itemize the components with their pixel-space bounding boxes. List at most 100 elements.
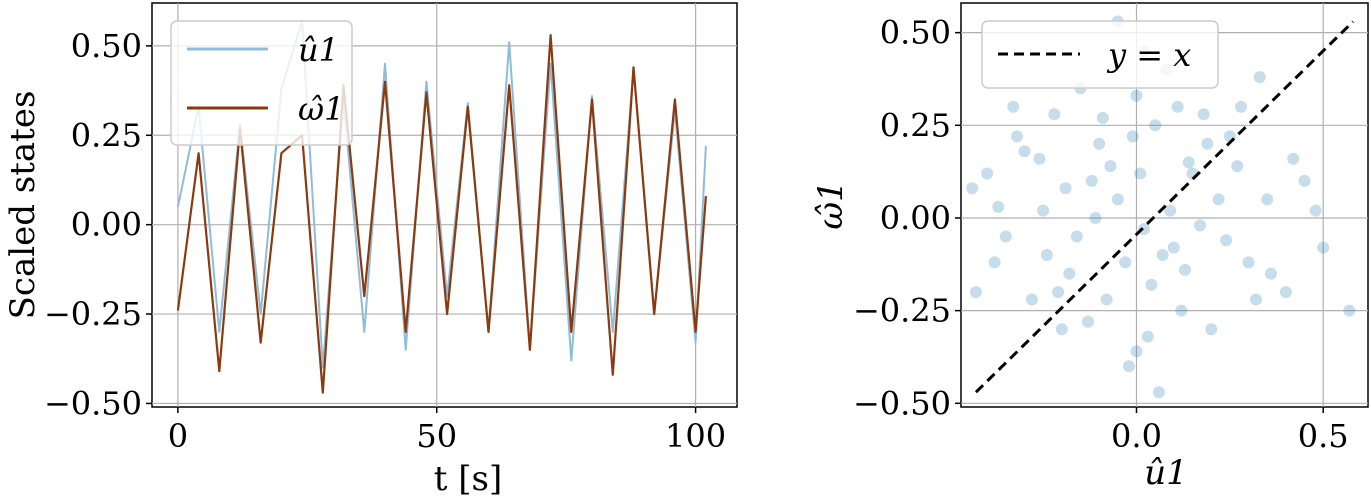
y-tick-label: 0.00	[880, 199, 951, 237]
scatter-point	[1040, 249, 1053, 261]
scatter-point	[1018, 145, 1031, 158]
line-chart-series	[176, 19, 707, 394]
scatter-point	[1298, 174, 1311, 187]
x-tick-label: 0	[168, 417, 188, 455]
scatter-point	[1152, 386, 1165, 399]
scatter-point	[981, 167, 994, 180]
reference-line-y-equals-x	[974, 20, 1355, 394]
scatter-chart-panel: 0.0 0.5 0.50 0.25 0.00 −0.25 −0.50 û1 ω̂1 y = …	[811, 2, 1369, 493]
scatter-point	[992, 200, 1005, 213]
scatter-point	[988, 256, 1001, 269]
scatter-point	[1205, 323, 1218, 336]
scatter-chart-ticks: 0.0 0.5 0.50 0.25 0.00 −0.25 −0.50	[853, 14, 1349, 455]
scatter-point	[1063, 267, 1076, 280]
scatter-point	[1052, 286, 1065, 299]
x-tick-label: 0.0	[1111, 417, 1162, 455]
x-tick-label: 50	[416, 417, 457, 455]
scatter-point	[1145, 278, 1158, 291]
scatter-point	[1149, 119, 1162, 132]
scatter-point	[1287, 152, 1300, 165]
scatter-point	[1104, 160, 1117, 173]
scatter-point	[1123, 360, 1135, 373]
scatter-point	[966, 182, 979, 195]
scatter-point	[1171, 100, 1184, 113]
scatter-point	[1033, 152, 1046, 165]
y-tick-label: −0.50	[44, 384, 142, 422]
series-line-omega1	[176, 34, 707, 394]
scatter-point	[1212, 193, 1225, 206]
scatter-point	[1059, 182, 1072, 195]
y-tick-label: 0.00	[71, 206, 142, 244]
line-chart-y-axis-label: Scaled states	[3, 91, 43, 320]
scatter-point	[1175, 304, 1188, 317]
legend-label-u1: û1	[298, 31, 339, 69]
scatter-point	[1141, 330, 1154, 343]
scatter-point	[969, 286, 982, 299]
scatter-point	[1048, 108, 1061, 121]
y-tick-label: −0.25	[853, 292, 951, 330]
scatter-point	[1194, 219, 1206, 232]
scatter-point	[1055, 323, 1068, 336]
y-tick-label: 0.25	[880, 106, 951, 144]
scatter-point	[1070, 230, 1083, 243]
y-tick-label: −0.50	[853, 384, 951, 422]
scatter-point	[1197, 108, 1210, 121]
scatter-point	[1343, 304, 1356, 317]
scatter-point	[1130, 345, 1143, 358]
scatter-point	[1082, 315, 1094, 328]
scatter-point	[1037, 204, 1050, 217]
scatter-point	[1156, 249, 1169, 261]
scatter-point	[1093, 137, 1106, 150]
line-chart-x-axis-label: t [s]	[434, 459, 502, 499]
scatter-point	[1179, 263, 1191, 276]
y-tick-label: −0.25	[44, 295, 142, 333]
scatter-point	[1011, 130, 1023, 143]
scatter-point	[1279, 286, 1292, 299]
scatter-point	[1253, 71, 1266, 84]
scatter-point	[1309, 204, 1322, 217]
scatter-point	[1167, 241, 1180, 254]
scatter-point	[1025, 293, 1038, 306]
scatter-chart-y-axis-label: ω̂1	[811, 180, 851, 229]
scatter-point	[1220, 234, 1233, 247]
legend-label-omega1: ω̂1	[298, 90, 344, 128]
scatter-point	[1007, 100, 1020, 113]
scatter-point	[1182, 156, 1195, 169]
scatter-point	[999, 230, 1012, 243]
scatter-chart-legend-box	[981, 20, 1219, 89]
scatter-point	[1317, 241, 1330, 254]
line-chart-legend: û1 ω̂1	[170, 20, 353, 146]
scatter-chart-grid	[961, 3, 1368, 407]
scatter-point	[1100, 293, 1113, 306]
y-tick-label: 0.50	[880, 14, 951, 52]
scatter-point	[1085, 174, 1098, 187]
scatter-point	[1261, 193, 1274, 206]
scatter-point	[1242, 256, 1255, 269]
scatter-point	[1111, 193, 1124, 206]
scatter-chart-x-axis-label: û1	[1144, 453, 1188, 493]
scatter-point	[1138, 223, 1150, 236]
scatter-point	[1264, 267, 1277, 280]
scatter-point	[1235, 100, 1247, 113]
line-chart-legend-box	[170, 20, 353, 146]
scatter-chart-points	[966, 15, 1356, 399]
scatter-point	[1096, 111, 1109, 124]
x-tick-label: 0.5	[1298, 417, 1349, 455]
x-tick-label: 100	[665, 417, 726, 455]
scatter-point	[1089, 212, 1102, 224]
y-tick-label: 0.50	[71, 27, 142, 65]
scatter-point	[1134, 167, 1147, 180]
legend-label-reference-line: y = x	[1106, 36, 1191, 74]
scatter-point	[1119, 256, 1132, 269]
scatter-point	[1231, 160, 1244, 173]
scatter-point	[1201, 137, 1214, 150]
scatter-point	[1126, 130, 1139, 143]
scatter-point	[1250, 293, 1262, 306]
scatter-point	[1164, 204, 1177, 217]
line-chart-panel: 0 50 100 0.50 0.25 0.00 −0.25 −0.50 t [s] Scale…	[3, 2, 738, 499]
y-tick-label: 0.25	[71, 116, 142, 154]
line-chart-ticks: 0 50 100 0.50 0.25 0.00 −0.25 −0.50	[44, 27, 726, 455]
scatter-point	[1130, 89, 1143, 102]
scatter-chart-legend: y = x	[981, 20, 1219, 89]
